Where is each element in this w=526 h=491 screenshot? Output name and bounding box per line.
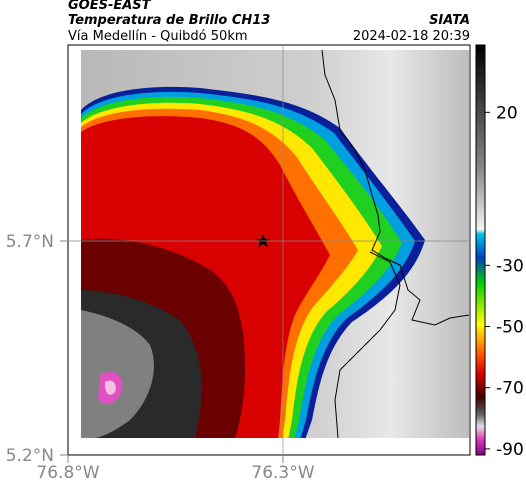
lat-tick-label: 5.7°N xyxy=(6,232,54,252)
source: SIATA xyxy=(429,13,470,28)
map-frame xyxy=(67,44,471,456)
colorbar-tick-label: -70 xyxy=(496,379,524,399)
lon-tick-label: 76.3°W xyxy=(251,463,314,483)
subtitle: Temperatura de Brillo CH13 xyxy=(68,13,270,28)
satellite-image xyxy=(81,50,469,438)
colorbar-tick-label: -30 xyxy=(496,256,524,276)
colorbar-tick-label: 20 xyxy=(496,103,518,123)
colorbar xyxy=(475,44,486,456)
location: Vía Medellín - Quibdó 50km xyxy=(68,29,248,44)
lon-tick-label: 76.8°W xyxy=(36,463,99,483)
datetime: 2024-02-18 20:39 xyxy=(353,29,470,44)
colorbar-tick-label: -90 xyxy=(496,440,524,460)
lat-tick-label: 5.2°N xyxy=(6,446,54,466)
title: GOES-EAST xyxy=(68,0,152,13)
colorbar-tick-label: -50 xyxy=(496,317,524,337)
